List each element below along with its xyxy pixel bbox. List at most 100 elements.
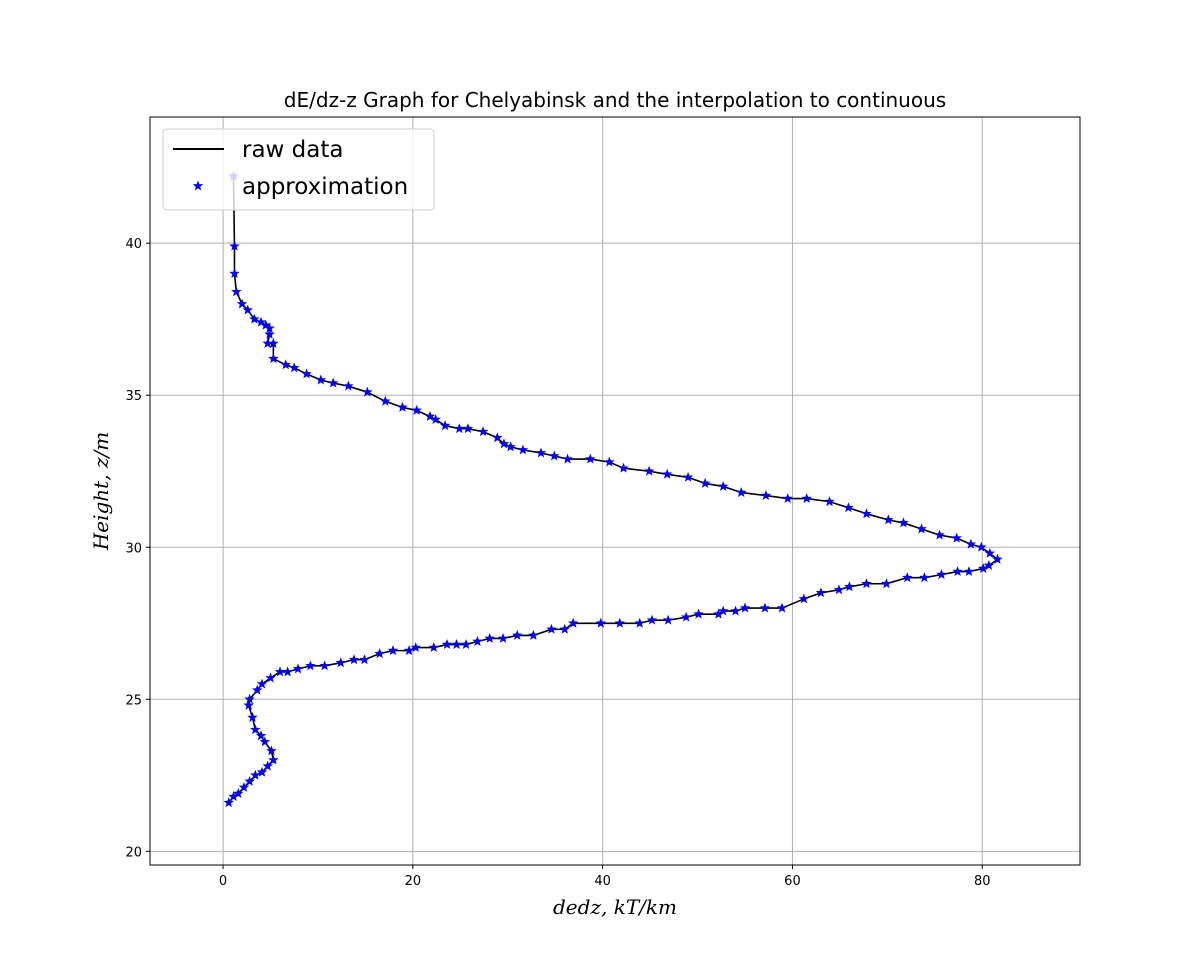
approximation-marker xyxy=(680,611,692,622)
approximation-marker xyxy=(266,745,277,756)
y-tick-label: 25 xyxy=(125,693,142,708)
approximation-marker xyxy=(264,328,275,339)
approximation-marker xyxy=(252,684,263,695)
approximation-marker xyxy=(861,578,872,589)
approximation-marker xyxy=(268,754,279,765)
x-tick-label: 20 xyxy=(405,874,422,889)
approximation-marker xyxy=(546,623,557,634)
approximation-marker xyxy=(952,566,963,577)
approximation-marker xyxy=(256,766,268,777)
approximation-marker xyxy=(236,298,248,309)
approximation-marker xyxy=(451,639,462,649)
x-tick-label: 0 xyxy=(219,874,227,889)
x-tick-label: 80 xyxy=(974,874,991,889)
approximation-marker xyxy=(441,639,453,649)
approximation-marker xyxy=(984,547,996,558)
approximation-marker xyxy=(380,395,391,406)
approximation-marker xyxy=(898,517,909,528)
approximation-marker xyxy=(268,338,279,348)
chart-title: dE/dz-z Graph for Chelyabinsk and the in… xyxy=(284,88,946,112)
approximation-marker xyxy=(735,487,747,497)
approximation-marker xyxy=(262,760,273,771)
approximation-marker xyxy=(229,268,240,279)
y-tick-label: 30 xyxy=(125,541,142,556)
approximation-marker xyxy=(595,617,606,628)
approximation-marker xyxy=(472,636,483,646)
approximation-marker xyxy=(801,493,812,504)
approximation-marker xyxy=(243,699,254,710)
x-tick-label: 60 xyxy=(784,874,801,889)
approximation-marker xyxy=(319,660,330,671)
legend-star-swatch xyxy=(192,180,204,191)
approximation-marker xyxy=(682,471,694,482)
approximation-marker xyxy=(305,660,316,671)
approximation-marker xyxy=(397,401,408,412)
approximation-marker xyxy=(883,514,894,525)
approximation-marker xyxy=(562,453,573,464)
approximation-marker xyxy=(262,338,273,348)
approximation-marker xyxy=(424,411,436,421)
approximation-marker xyxy=(559,623,570,634)
approximation-marker xyxy=(268,353,279,364)
approximation-marker xyxy=(614,617,625,628)
approximation-marker xyxy=(815,587,827,598)
y-tick-label: 20 xyxy=(125,845,142,860)
approximation-marker xyxy=(528,629,539,640)
legend: raw data approximation xyxy=(162,128,435,211)
approximation-marker xyxy=(505,441,516,452)
approximation-marker xyxy=(231,286,242,297)
approximation-marker xyxy=(824,496,835,507)
approximation-marker xyxy=(403,645,415,656)
approximation-marker xyxy=(492,432,503,443)
approximation-marker xyxy=(428,642,439,653)
approximation-marker xyxy=(983,560,995,570)
approximation-marker xyxy=(348,654,360,665)
approximation-marker xyxy=(585,453,596,464)
approximation-marker xyxy=(535,447,547,458)
approximation-marker xyxy=(717,605,729,616)
approximation-marker xyxy=(760,490,772,501)
approximation-marker xyxy=(454,423,465,434)
approximation-marker xyxy=(292,663,304,674)
approximation-marker xyxy=(280,359,291,370)
approximation-marker xyxy=(963,566,975,577)
grid xyxy=(150,117,1080,865)
approximation-marker xyxy=(646,614,658,625)
approximation-marker xyxy=(517,444,529,455)
approximation-marker xyxy=(730,605,741,616)
approximation-marker xyxy=(919,572,930,583)
approximation-marker xyxy=(244,693,255,704)
plot-series xyxy=(223,170,1003,808)
legend-label-raw-data: raw data xyxy=(242,137,343,163)
legend-box xyxy=(162,128,435,211)
approximation-marker xyxy=(902,572,913,583)
approximation-marker xyxy=(249,313,260,324)
x-tick-label: 40 xyxy=(594,874,611,889)
approximation-marker xyxy=(301,368,312,379)
approximation-marker xyxy=(992,553,1003,564)
approximation-marker xyxy=(643,465,655,476)
approximation-marker xyxy=(274,666,286,677)
approximation-marker xyxy=(223,797,234,808)
approximation-marker xyxy=(244,775,255,786)
approximation-marker xyxy=(484,632,495,643)
approximation-marker xyxy=(661,468,673,479)
approximation-marker xyxy=(618,462,629,473)
approximation-marker xyxy=(265,672,276,683)
approximation-marker xyxy=(634,617,645,628)
approximation-marker xyxy=(374,648,385,659)
approximation-marker xyxy=(238,781,250,792)
approximation-marker xyxy=(460,639,472,649)
approximation-marker xyxy=(934,529,945,540)
axis-ticks: 0 20 40 60 80 20 25 30 35 40 xyxy=(125,237,990,889)
approximation-marker xyxy=(699,477,711,488)
approximation-marker xyxy=(951,532,962,543)
approximation-marker xyxy=(477,426,489,437)
approximation-marker xyxy=(843,502,854,513)
approximation-marker xyxy=(439,420,451,431)
approximation-marker xyxy=(359,654,370,665)
approximation-marker xyxy=(549,450,560,461)
approximation-marker xyxy=(228,791,239,802)
approximation-marker xyxy=(247,712,258,722)
approximation-marker xyxy=(713,608,724,619)
